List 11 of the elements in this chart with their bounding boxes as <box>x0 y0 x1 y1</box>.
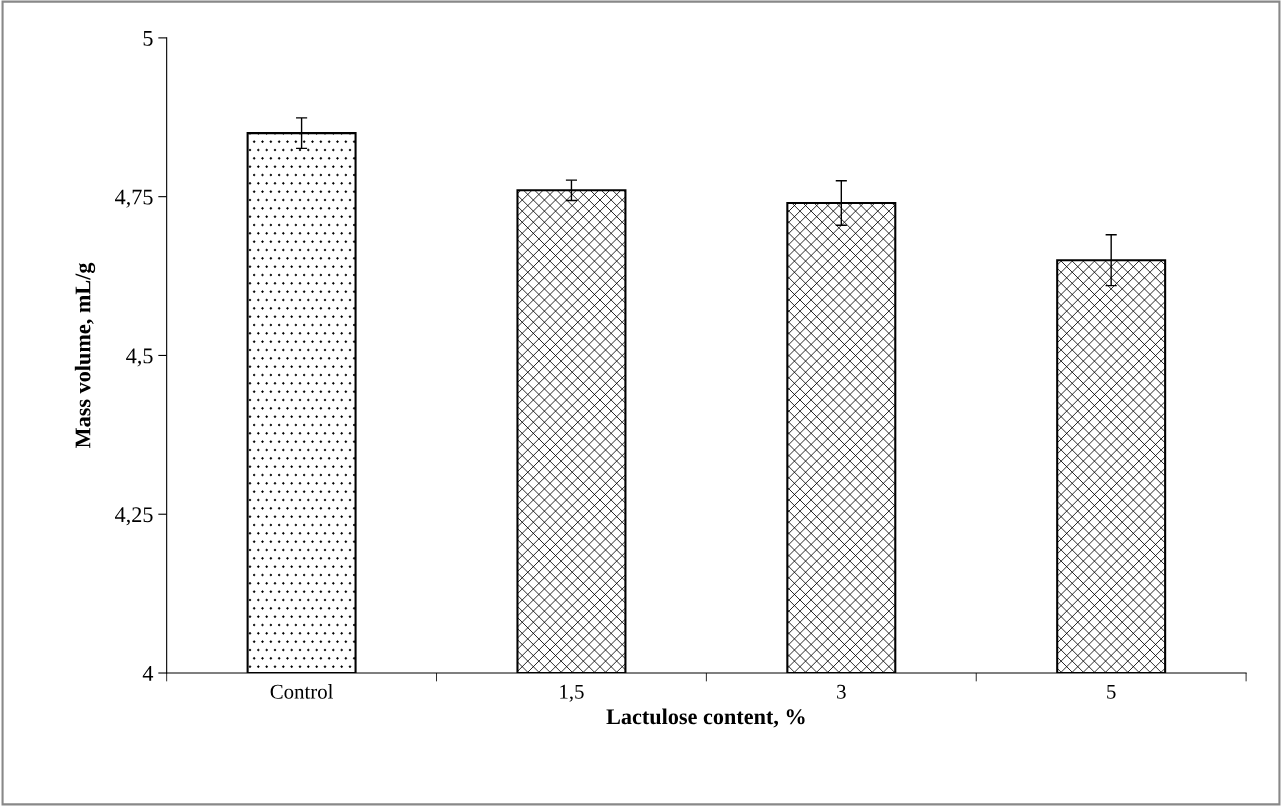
x-tick-label: Control <box>270 684 333 699</box>
y-tick-label: 4,75 <box>115 189 153 208</box>
y-tick-label: 4,5 <box>126 348 153 367</box>
y-axis-title: Mass volume, mL/g <box>74 262 96 448</box>
x-axis-title: Lactulose content, % <box>606 708 805 728</box>
x-tick-label: 5 <box>1107 684 1116 699</box>
x-tick-label: 1,5 <box>560 684 584 702</box>
y-tick-label: 4 <box>142 666 154 681</box>
x-tick-label: 3 <box>837 684 846 699</box>
y-tick-label: 4,25 <box>115 507 153 526</box>
y-tick-label: 5 <box>143 31 153 46</box>
